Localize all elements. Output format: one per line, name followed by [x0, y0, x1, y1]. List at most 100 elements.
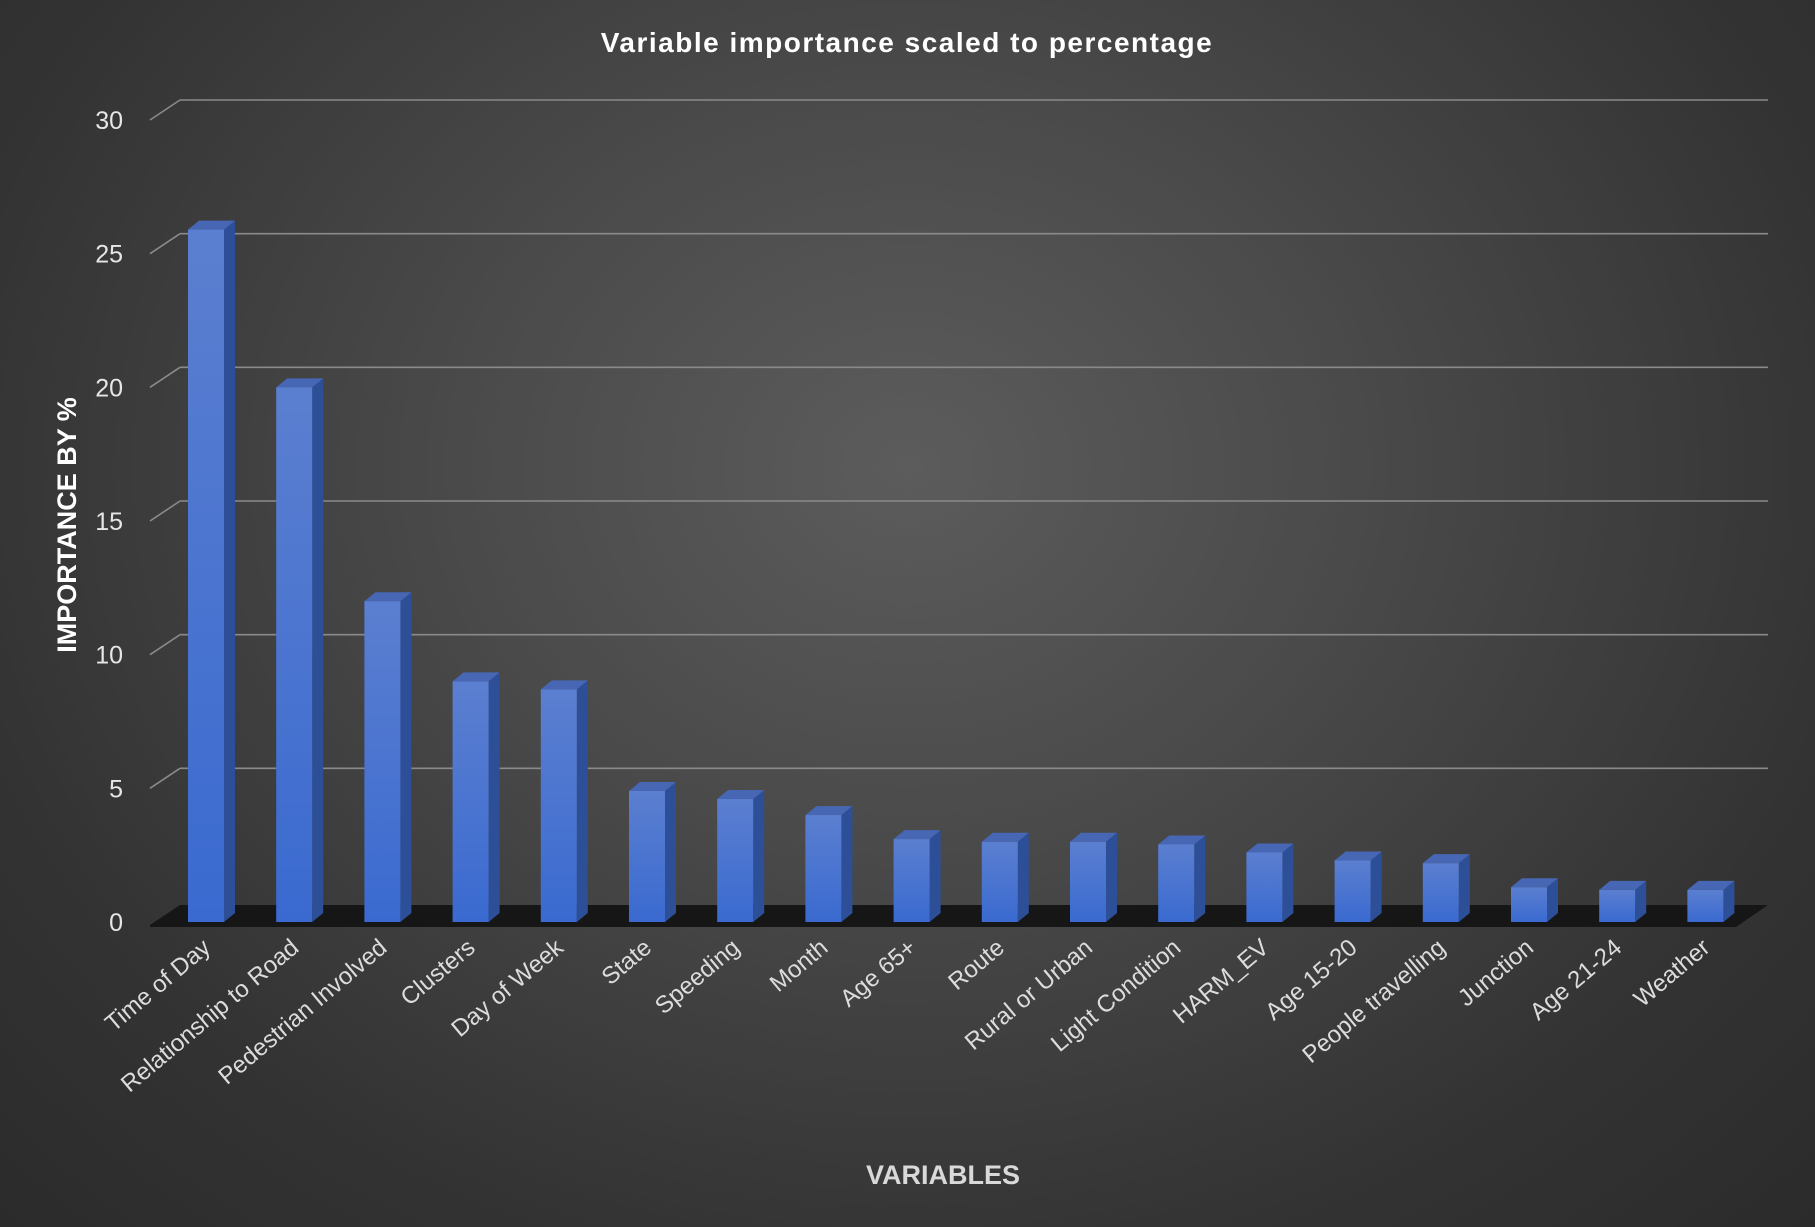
y-tick-label: 30 — [95, 107, 123, 135]
bar-front — [1687, 889, 1724, 922]
bar — [805, 806, 853, 922]
bar-front — [1246, 852, 1283, 922]
bar-cap — [1070, 832, 1117, 842]
bar — [1599, 880, 1647, 922]
y-tick-label: 15 — [95, 508, 123, 536]
bar-side — [576, 680, 588, 922]
bar-side — [1635, 880, 1647, 922]
bar-front — [629, 791, 665, 922]
bar-front — [1070, 841, 1106, 922]
bar-side — [224, 220, 235, 922]
bar-side — [929, 830, 941, 922]
gridline-depth — [149, 767, 181, 789]
bar — [1070, 832, 1117, 922]
gridlines — [149, 99, 1768, 789]
x-tick-label: Clusters — [396, 934, 481, 1011]
gridline-depth — [149, 233, 181, 255]
bar — [276, 378, 324, 922]
bar-cap — [1599, 880, 1647, 890]
gridline-depth — [149, 99, 181, 121]
bar-front — [717, 799, 754, 922]
bar-front — [276, 387, 313, 922]
bar-cap — [1511, 878, 1558, 888]
bar-cap — [540, 680, 588, 690]
y-tick-label: 5 — [109, 775, 123, 803]
y-axis-ticks: 0 5 10 15 20 25 30 — [95, 107, 123, 937]
bar-front — [452, 681, 489, 922]
bar-side — [1458, 854, 1470, 922]
x-tick-label: State — [597, 934, 657, 991]
bar-cap — [1422, 854, 1470, 864]
bar-side — [400, 592, 412, 922]
bar-cap — [893, 830, 941, 840]
bar — [1511, 878, 1558, 922]
x-tick-label: Pedestrian Involved — [213, 934, 392, 1090]
bar-cap — [452, 672, 500, 682]
bar-side — [1017, 832, 1029, 922]
bar-cap — [805, 806, 853, 816]
bar-front — [188, 229, 224, 922]
bar-front — [540, 689, 577, 922]
gridline-depth — [149, 366, 181, 388]
bar-cap — [1246, 843, 1294, 853]
x-tick-label: Weather — [1629, 934, 1716, 1013]
x-tick-label: Month — [765, 934, 833, 998]
bar — [1422, 854, 1470, 922]
bar — [452, 672, 500, 922]
bar — [188, 220, 235, 922]
bar-cap — [188, 220, 235, 230]
bar-side — [1282, 843, 1294, 922]
bar-side — [488, 672, 500, 922]
bars — [188, 220, 1735, 922]
chart-title: Variable importance scaled to percentage — [601, 27, 1213, 58]
bar-side — [1723, 880, 1735, 922]
bar — [540, 680, 588, 922]
bar-side — [665, 782, 676, 922]
bar — [717, 790, 765, 922]
bar-side — [1106, 832, 1117, 922]
bar-side — [1370, 851, 1382, 922]
bar — [629, 782, 676, 922]
gridline-depth — [149, 634, 181, 656]
bar — [1246, 843, 1294, 922]
x-axis-label: VARIABLES — [866, 1160, 1020, 1190]
bar-front — [1158, 844, 1195, 922]
x-tick-label: HARM_EV — [1168, 934, 1274, 1029]
bar — [981, 832, 1029, 922]
bar — [364, 592, 412, 922]
bar-front — [1422, 863, 1459, 922]
y-tick-label: 0 — [109, 909, 123, 937]
bar-side — [753, 790, 765, 922]
bar-cap — [629, 782, 676, 792]
bar — [1687, 880, 1735, 922]
x-tick-label: Route — [943, 934, 1009, 996]
y-tick-label: 20 — [95, 374, 123, 402]
bar-side — [312, 378, 324, 922]
bar-front — [1334, 860, 1371, 922]
y-tick-label: 25 — [95, 241, 123, 269]
bar-cap — [276, 378, 324, 388]
bar-side — [1194, 835, 1206, 922]
x-tick-label: Age 21-24 — [1525, 934, 1627, 1026]
x-tick-label: Junction — [1453, 934, 1539, 1012]
bar-cap — [1158, 835, 1206, 845]
bar-cap — [717, 790, 765, 800]
bar — [1334, 851, 1382, 922]
bar-front — [1511, 887, 1547, 922]
bar-front — [893, 839, 930, 922]
bar-cap — [1334, 851, 1382, 861]
bar-side — [1547, 878, 1558, 922]
y-tick-label: 10 — [95, 642, 123, 670]
x-tick-label: Age 65+ — [835, 934, 921, 1013]
bar-cap — [364, 592, 412, 602]
bar-front — [364, 601, 401, 922]
bar-cap — [1687, 880, 1735, 890]
bar — [893, 830, 941, 922]
bar — [1158, 835, 1206, 922]
bar-front — [805, 815, 842, 922]
bar-cap — [981, 832, 1029, 842]
y-axis-label: IMPORTANCE BY % — [52, 397, 82, 653]
